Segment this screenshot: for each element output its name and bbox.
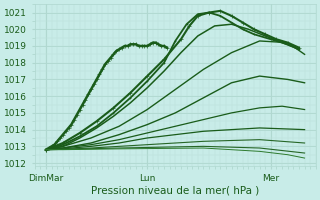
X-axis label: Pression niveau de la mer( hPa ): Pression niveau de la mer( hPa ) — [91, 186, 260, 196]
